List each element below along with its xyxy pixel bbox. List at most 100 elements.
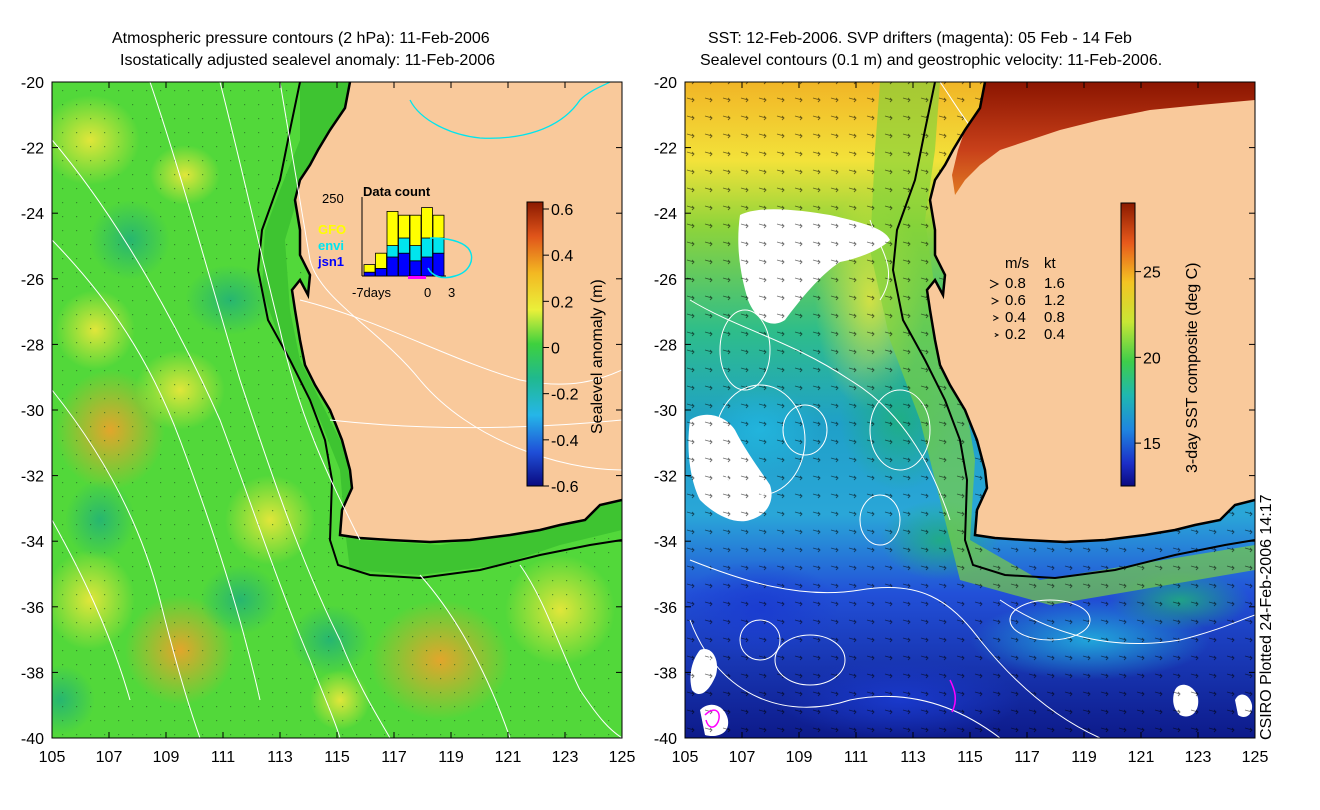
right-cb-tick-label: 25 — [1143, 265, 1161, 282]
left-lon-tick-label: 123 — [552, 749, 579, 766]
left-lon-tick-label: 115 — [324, 749, 350, 766]
right-lon-tick-label: 123 — [1185, 749, 1212, 766]
speed-legend-arrow — [992, 315, 1000, 321]
right-lon-tick-label: 117 — [1014, 749, 1040, 766]
right-lon-tick-label: 115 — [957, 749, 983, 766]
left-lon-tick-label: 121 — [495, 749, 522, 766]
right-lon-tick-label: 125 — [1242, 749, 1269, 766]
inset-bar-gfo — [409, 214, 422, 246]
left-cyan-contour — [409, 82, 611, 139]
left-colorbar: 0.6 0.4 0.2 0 -0.2 -0.4 -0.6 Sealevel anomaly … — [526, 201, 606, 496]
left-lat-tick-label: -24 — [21, 206, 44, 223]
right-lat-tick-label: -38 — [654, 665, 677, 682]
right-land-mass — [927, 82, 1255, 542]
right-map — [685, 82, 1255, 738]
inset-bar-jsn1 — [375, 267, 387, 277]
svp-drifter-track-2 — [949, 679, 957, 713]
inset-cyan-outline — [427, 237, 473, 279]
left-axes: 105 107 109 111 113 115 117 119 121 123 125 -20 -22 -… — [21, 75, 636, 766]
inset-bar-gfo — [363, 264, 376, 273]
inset-bar-gfo — [386, 210, 399, 246]
speed-legend-ms-value: 0.2 — [1005, 326, 1026, 343]
speed-legend-kt-value: 1.2 — [1044, 292, 1065, 309]
credit-stamp: CSIRO Plotted 24-Feb-2006 14:17 — [1258, 494, 1275, 740]
inset-bar-envi — [421, 237, 433, 258]
right-land-north — [952, 82, 1255, 195]
inset-bars — [363, 207, 445, 277]
left-cb-tick-label: -0.2 — [551, 387, 579, 404]
inset-bar-jsn1 — [363, 271, 376, 277]
left-colorbar-label: Sealevel anomaly (m) — [589, 279, 606, 434]
right-lat-tick-label: -30 — [654, 403, 677, 420]
left-lat-tick-label: -36 — [21, 600, 44, 617]
speed-legend-ms-value: 0.4 — [1005, 309, 1026, 326]
speed-legend-header-kt: kt — [1044, 255, 1057, 272]
right-cb-tick-label: 20 — [1143, 350, 1161, 367]
left-shelf-isobath — [256, 82, 622, 580]
left-cb-tick-label: -0.6 — [551, 479, 579, 496]
right-lon-tick-label: 121 — [1128, 749, 1155, 766]
inset-xlabel-start: -7days — [352, 285, 392, 300]
left-shelf-band — [262, 82, 622, 575]
inset-legend-envi: envi — [318, 238, 344, 253]
left-lat-tick-label: -32 — [21, 469, 44, 486]
inset-bar-gfo — [421, 207, 433, 239]
right-title-line1: SST: 12-Feb-2006. SVP drifters (magenta)… — [708, 30, 1132, 47]
left-lat-tick-label: -28 — [21, 337, 44, 354]
right-cb-tick-label: 15 — [1143, 436, 1161, 453]
left-cb-tick-label: 0 — [551, 341, 560, 358]
left-lat-tick-label: -38 — [21, 665, 44, 682]
inset-ymax-label: 250 — [322, 191, 344, 206]
left-title-line1: Atmospheric pressure contours (2 hPa): 1… — [112, 30, 490, 47]
right-title-line2: Sealevel contours (0.1 m) and geostrophi… — [700, 52, 1163, 69]
left-title-line2: Isostatically adjusted sealevel anomaly:… — [120, 52, 496, 69]
right-colorbar-label: 3-day SST composite (deg C) — [1184, 263, 1201, 473]
right-lat-tick-label: -24 — [654, 206, 677, 223]
left-cb-tick-label: -0.4 — [551, 433, 579, 450]
left-lon-tick-label: 107 — [96, 749, 123, 766]
inset-bar-envi — [432, 237, 445, 254]
left-lon-tick-label: 105 — [39, 749, 66, 766]
right-lat-tick-label: -26 — [654, 272, 677, 289]
inset-bar-gfo — [375, 252, 387, 269]
left-lat-tick-label: -34 — [21, 534, 44, 551]
left-lat-tick-label: -20 — [21, 75, 44, 92]
left-map — [52, 82, 622, 738]
right-lon-tick-label: 113 — [900, 749, 926, 766]
speed-legend: m/s kt 0.8 1.60.6 1.20.4 0.80.2 0.4 — [989, 255, 1065, 343]
right-shelf-isobath — [891, 82, 1255, 580]
inset-legend-jsn1: jsn1 — [317, 254, 344, 269]
right-lat-tick-label: -40 — [654, 731, 677, 748]
speed-legend-kt-value: 1.6 — [1044, 275, 1065, 292]
data-count-inset: Data count 250 GFO envi jsn1 -7days 0 3 — [317, 184, 473, 300]
speed-legend-kt-value: 0.4 — [1044, 326, 1065, 343]
left-coastline — [290, 82, 622, 544]
left-lat-tick-label: -26 — [21, 272, 44, 289]
inset-bar-jsn1 — [432, 252, 445, 277]
left-lon-tick-label: 109 — [153, 749, 180, 766]
speed-legend-ms-value: 0.8 — [1005, 275, 1026, 292]
inset-bar-gfo — [432, 214, 445, 239]
right-lat-tick-label: -32 — [654, 469, 677, 486]
inset-bar-jsn1 — [386, 256, 399, 277]
left-cb-tick-label: 0.4 — [551, 248, 573, 265]
left-lat-tick-label: -22 — [21, 141, 44, 158]
speed-legend-kt-value: 0.8 — [1044, 309, 1065, 326]
right-lon-tick-label: 109 — [786, 749, 813, 766]
right-lat-tick-label: -36 — [654, 600, 677, 617]
right-lat-tick-label: -20 — [654, 75, 677, 92]
right-lon-tick-label: 119 — [1071, 749, 1097, 766]
inset-xlabel-end: 3 — [448, 285, 455, 300]
inset-title: Data count — [363, 184, 431, 199]
left-lat-tick-label: -40 — [21, 731, 44, 748]
inset-bar-gfo — [398, 214, 410, 239]
right-lat-tick-label: -34 — [654, 534, 677, 551]
left-lat-tick-label: -30 — [21, 403, 44, 420]
left-lon-tick-label: 111 — [211, 749, 235, 766]
right-lon-tick-label: 107 — [729, 749, 756, 766]
svp-drifter-track — [704, 709, 720, 728]
right-colorbar: 25 20 15 3-day SST composite (deg C) — [1120, 202, 1201, 487]
pressure-contours — [52, 82, 622, 738]
inset-bar-jsn1 — [409, 260, 422, 277]
